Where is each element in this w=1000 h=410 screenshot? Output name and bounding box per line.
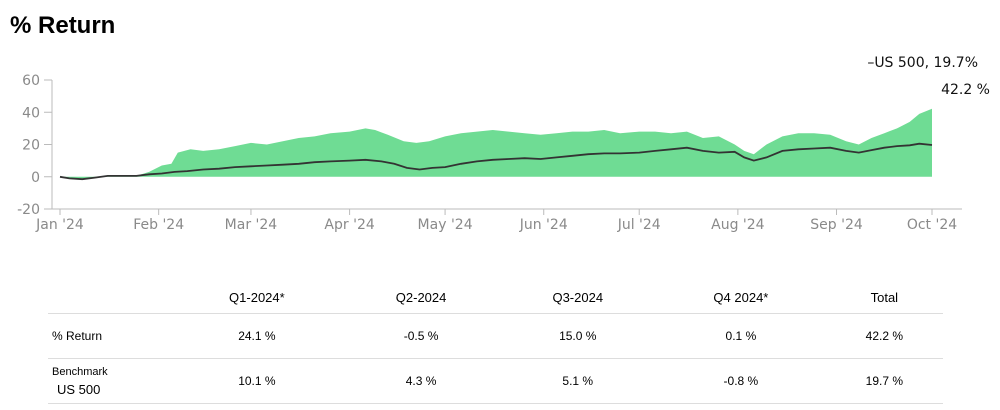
benchmark-name: US 500 xyxy=(57,381,101,397)
x-tick-label: Apr '24 xyxy=(324,217,374,233)
table-cell: -0.8 % xyxy=(656,358,826,404)
table-cell: 24.1 % xyxy=(171,313,343,359)
x-tick-label: May '24 xyxy=(418,217,473,233)
table-cell: -0.5 % xyxy=(342,313,500,359)
x-tick-label: Jul '24 xyxy=(617,217,661,233)
y-tick-label: 0 xyxy=(31,170,40,186)
benchmark-line xyxy=(59,142,933,181)
y-tick-label: 40 xyxy=(22,105,40,121)
chart-title: % Return xyxy=(10,12,116,39)
portfolio-area xyxy=(60,108,932,180)
y-tick-label: 60 xyxy=(22,73,40,89)
y-tick-label: -20 xyxy=(17,202,40,218)
benchmark-label: Benchmark xyxy=(52,365,108,378)
table-row: Benchmark US 500 10.1 % 4.3 % 5.1 % -0.8… xyxy=(48,358,943,404)
table-cell: 42.2 % xyxy=(825,313,943,359)
table-row: % Return 24.1 % -0.5 % 15.0 % 0.1 % 42.2… xyxy=(48,313,943,359)
table-header-row: Q1-2024* Q2-2024 Q3-2024 Q4 2024* Total xyxy=(48,281,943,314)
table-header-q1: Q1-2024* xyxy=(229,289,285,305)
table-header-empty xyxy=(48,281,171,314)
table-header-q3: Q3-2024 xyxy=(552,289,604,305)
table-cell: 5.1 % xyxy=(499,358,657,404)
table-cell: 15.0 % xyxy=(499,313,657,359)
portfolio-end-label: 42.2 % xyxy=(941,82,990,98)
x-tick-label: Aug '24 xyxy=(711,217,765,233)
x-tick-label: Oct '24 xyxy=(907,217,957,233)
x-tick-label: Jun '24 xyxy=(519,217,568,233)
table-cell: 10.1 % xyxy=(171,358,343,404)
x-tick-label: Jan '24 xyxy=(35,217,84,233)
table-cell: 4.3 % xyxy=(342,358,500,404)
table-header-q2: Q2-2024 xyxy=(395,289,447,305)
x-tick-label: Sep '24 xyxy=(810,217,863,233)
row-label-benchmark: Benchmark US 500 xyxy=(48,358,171,404)
y-tick-label: 20 xyxy=(22,138,40,154)
table-header-q4: Q4 2024* xyxy=(713,289,769,305)
returns-table: Q1-2024* Q2-2024 Q3-2024 Q4 2024* Total … xyxy=(48,281,943,404)
table-header-total: Total xyxy=(870,289,899,305)
x-tick-label: Mar '24 xyxy=(225,217,278,233)
table-cell: 19.7 % xyxy=(825,358,943,404)
row-label-return: % Return xyxy=(48,313,171,359)
return-chart: -20 0 20 40 60 Jan '24 Feb '24 Mar '24 Apr '24 Ma… xyxy=(17,55,990,233)
table-cell: 0.1 % xyxy=(656,313,826,359)
benchmark-end-label: –US 500, 19.7% xyxy=(867,55,978,71)
x-tick-label: Feb '24 xyxy=(133,217,184,233)
